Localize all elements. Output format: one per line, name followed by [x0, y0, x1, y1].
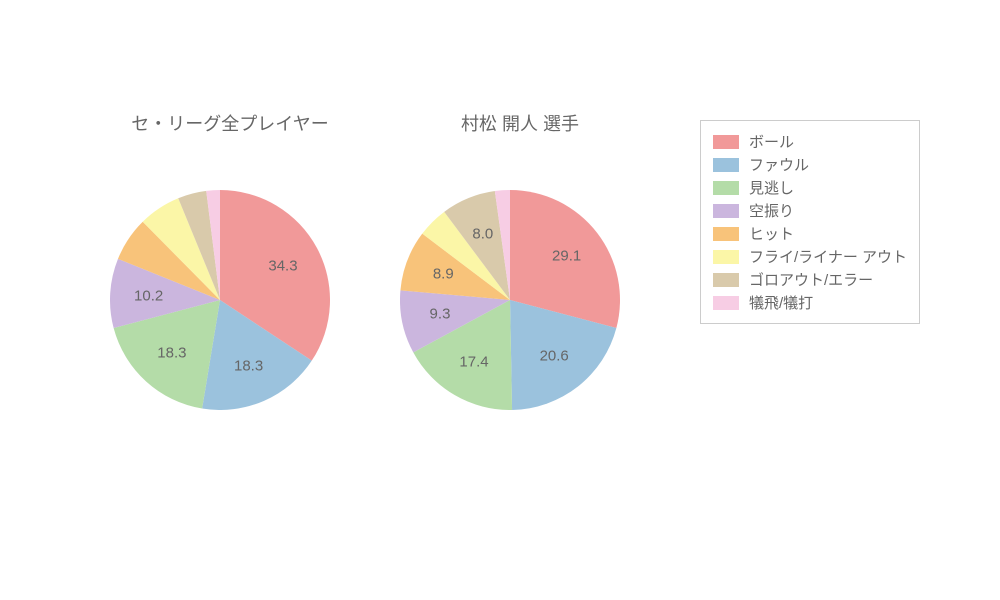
legend-swatch	[713, 296, 739, 310]
slice-label: 8.0	[472, 225, 493, 242]
chart-title: 村松 開人 選手	[410, 110, 630, 136]
legend-label: 見逃し	[749, 177, 794, 198]
chart-stage: セ・リーグ全プレイヤー 34.3 18.3 18.3 10.2 村松 開人 選手 29.1 2…	[0, 0, 1000, 600]
legend-item: ヒット	[713, 223, 907, 244]
legend-item: 空振り	[713, 200, 907, 221]
legend-label: 空振り	[749, 200, 794, 221]
legend-label: ボール	[749, 131, 794, 152]
legend-swatch	[713, 273, 739, 287]
legend-item: ゴロアウト/エラー	[713, 269, 907, 290]
slice-label: 20.6	[540, 348, 569, 365]
legend-swatch	[713, 181, 739, 195]
slice-label: 9.3	[430, 306, 451, 323]
legend-item: 犠飛/犠打	[713, 292, 907, 313]
legend-item: ボール	[713, 131, 907, 152]
slice-label: 29.1	[552, 248, 581, 265]
legend-label: ゴロアウト/エラー	[749, 269, 873, 290]
slice-label: 8.9	[433, 266, 454, 283]
legend-item: フライ/ライナー アウト	[713, 246, 907, 267]
pie-chart	[400, 190, 620, 410]
legend-label: フライ/ライナー アウト	[749, 246, 907, 267]
legend-label: ファウル	[749, 154, 809, 175]
legend-label: ヒット	[749, 223, 794, 244]
legend-label: 犠飛/犠打	[749, 292, 813, 313]
slice-label: 10.2	[134, 287, 163, 304]
slice-label: 17.4	[459, 353, 488, 370]
slice-label: 18.3	[157, 344, 186, 361]
chart-title: セ・リーグ全プレイヤー	[120, 110, 340, 136]
slice-label: 34.3	[268, 258, 297, 275]
legend-swatch	[713, 250, 739, 264]
legend: ボールファウル見逃し空振りヒットフライ/ライナー アウトゴロアウト/エラー犠飛/…	[700, 120, 920, 324]
legend-swatch	[713, 158, 739, 172]
slice-label: 18.3	[234, 357, 263, 374]
pie-svg	[400, 190, 620, 410]
legend-item: 見逃し	[713, 177, 907, 198]
legend-swatch	[713, 135, 739, 149]
legend-swatch	[713, 204, 739, 218]
legend-item: ファウル	[713, 154, 907, 175]
legend-swatch	[713, 227, 739, 241]
